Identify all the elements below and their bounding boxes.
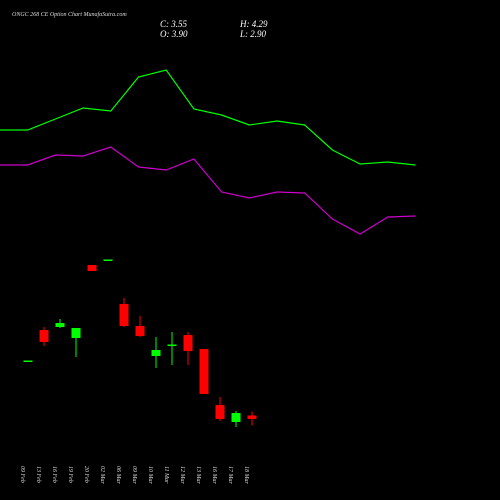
candle-body <box>215 405 225 419</box>
x-tick-label: 19 Feb <box>67 466 73 483</box>
candle-body <box>87 265 97 271</box>
header-high: H: 4.29 <box>239 19 268 29</box>
candle-body <box>23 360 33 362</box>
indicator-line <box>0 69 416 166</box>
candle-body <box>55 323 65 327</box>
candle-body <box>135 326 145 336</box>
header-close: C: 3.55 <box>160 19 188 29</box>
x-tick-label: 12 Mar <box>179 466 185 484</box>
x-tick-label: 06 Mar <box>115 466 121 484</box>
candle-body <box>183 335 193 351</box>
candle-body <box>119 304 129 326</box>
candle-body <box>151 350 161 356</box>
x-tick-label: 09 Mar <box>131 466 137 484</box>
x-tick-label: 09 Feb <box>19 466 25 483</box>
indicator-line <box>0 146 416 235</box>
header-open: O: 3.90 <box>160 29 188 39</box>
candle-body <box>231 413 241 422</box>
chart-title: ONGC 268 CE Option Chart MunafaSutra.com <box>12 11 127 18</box>
candle-body <box>71 328 81 338</box>
x-tick-label: 16 Mar <box>211 466 217 484</box>
x-tick-label: 16 Feb <box>51 466 57 483</box>
x-tick-label: 18 Mar <box>243 466 249 484</box>
x-tick-label: 13 Mar <box>195 466 201 484</box>
x-tick-label: 13 Feb <box>35 466 41 483</box>
candle-body <box>199 349 209 394</box>
x-tick-label: 11 Mar <box>163 466 169 484</box>
x-tick-label: 20 Feb <box>83 466 89 483</box>
x-tick-label: 10 Mar <box>147 466 153 484</box>
header-low: L: 2.90 <box>239 29 267 39</box>
candle-body <box>39 330 49 342</box>
candle-body <box>247 415 257 419</box>
candle-body <box>103 259 113 261</box>
x-tick-label: 17 Mar <box>227 466 233 484</box>
x-tick-label: 02 Mar <box>99 466 105 484</box>
candle-body <box>167 344 177 346</box>
